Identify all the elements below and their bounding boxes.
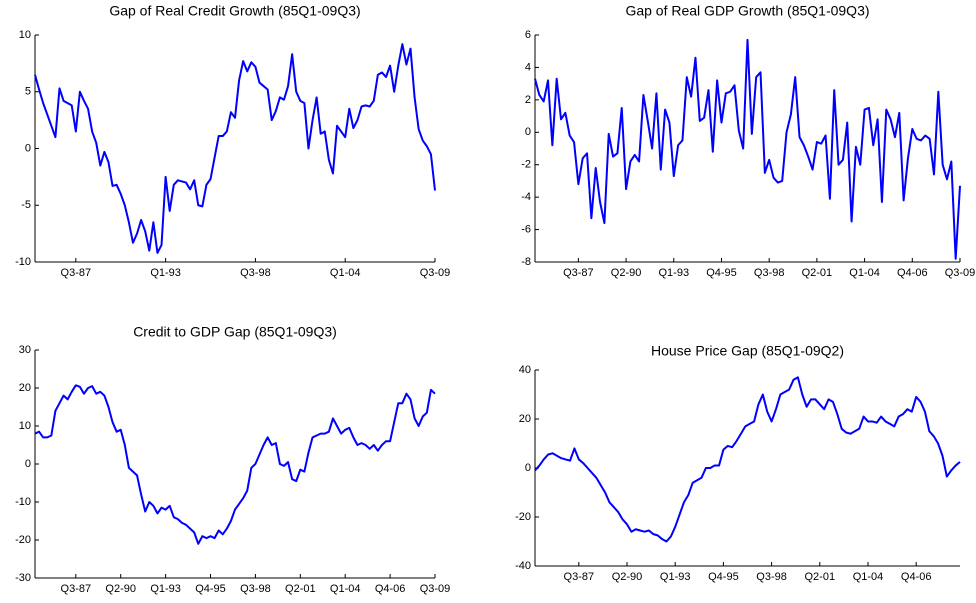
x-tick-label: Q4-06	[897, 267, 928, 279]
x-tick-label: Q2-01	[285, 583, 316, 595]
chart-title: Gap of Real Credit Growth (85Q1-09Q3)	[109, 3, 360, 19]
x-tick-label: Q2-90	[611, 267, 642, 279]
x-tick-label: Q4-06	[375, 583, 406, 595]
y-tick-label: 0	[525, 126, 531, 138]
chart-panel: Gap of Real Credit Growth (85Q1-09Q3) -10…	[15, 3, 450, 279]
y-tick-label: -40	[515, 560, 531, 572]
x-tick-label: Q3-87	[61, 267, 92, 279]
y-tick-label: 0	[25, 458, 31, 470]
x-tick-label: Q2-01	[802, 267, 833, 279]
x-tick-label: Q1-93	[150, 583, 181, 595]
x-tick-label: Q1-04	[330, 267, 361, 279]
y-tick-label: 20	[519, 413, 531, 425]
x-tick-label: Q3-87	[564, 571, 595, 583]
x-tick-label: Q3-98	[754, 267, 785, 279]
y-tick-label: 6	[525, 29, 531, 41]
data-line	[34, 43, 436, 254]
x-tick-label: Q3-87	[61, 583, 92, 595]
x-tick-label: Q1-04	[853, 571, 884, 583]
data-line	[534, 376, 961, 543]
x-tick-label: Q1-04	[849, 267, 880, 279]
y-tick-label: 5	[25, 86, 31, 98]
y-tick-label: -6	[521, 223, 531, 235]
x-tick-label: Q2-01	[805, 571, 836, 583]
chart-title: House Price Gap (85Q1-09Q2)	[651, 343, 844, 359]
x-tick-label: Q3-09	[420, 583, 451, 595]
y-tick-label: 4	[525, 61, 531, 73]
x-tick-label: Q2-90	[105, 583, 136, 595]
x-tick-label: Q3-98	[756, 571, 787, 583]
y-tick-label: 10	[19, 420, 31, 432]
data-line	[34, 384, 436, 545]
chart-title: Gap of Real GDP Growth (85Q1-09Q3)	[625, 3, 869, 19]
y-tick-label: -2	[521, 159, 531, 171]
x-tick-label: Q3-09	[945, 267, 976, 279]
x-tick-label: Q1-04	[330, 583, 361, 595]
y-tick-label: -8	[521, 256, 531, 268]
y-tick-label: -20	[15, 534, 31, 546]
y-tick-label: 0	[25, 142, 31, 154]
x-tick-label: Q1-93	[150, 267, 181, 279]
y-tick-label: -10	[15, 496, 31, 508]
x-tick-label: Q1-93	[658, 267, 689, 279]
chart-panel: Gap of Real GDP Growth (85Q1-09Q3) -8 -6 -4…	[521, 3, 975, 279]
x-tick-label: Q3-98	[240, 583, 271, 595]
y-tick-label: 10	[19, 29, 31, 41]
x-tick-label: Q2-90	[612, 571, 643, 583]
chart-panel: Credit to GDP Gap (85Q1-09Q3) -30 -20 -10 0 1…	[15, 324, 450, 595]
x-tick-label: Q3-98	[240, 267, 271, 279]
y-tick-label: -10	[15, 256, 31, 268]
y-tick-label: 0	[525, 462, 531, 474]
y-tick-label: -5	[21, 199, 31, 211]
x-tick-label: Q1-93	[660, 571, 691, 583]
x-tick-label: Q4-95	[706, 267, 737, 279]
y-tick-label: 40	[519, 364, 531, 376]
chart-title: Credit to GDP Gap (85Q1-09Q3)	[133, 324, 337, 340]
y-tick-label: 2	[525, 94, 531, 106]
y-tick-label: -20	[515, 511, 531, 523]
y-tick-label: 20	[19, 382, 31, 394]
y-tick-label: -30	[15, 572, 31, 584]
x-tick-label: Q4-95	[195, 583, 226, 595]
data-line	[534, 38, 961, 260]
y-tick-label: 30	[19, 344, 31, 356]
chart-panel: House Price Gap (85Q1-09Q2) -40 -20 0 20 40 Q3…	[515, 343, 961, 583]
x-tick-label: Q3-87	[563, 267, 594, 279]
x-tick-label: Q4-95	[708, 571, 739, 583]
x-tick-label: Q4-06	[901, 571, 932, 583]
y-tick-label: -4	[521, 191, 531, 203]
x-tick-label: Q3-09	[420, 267, 451, 279]
